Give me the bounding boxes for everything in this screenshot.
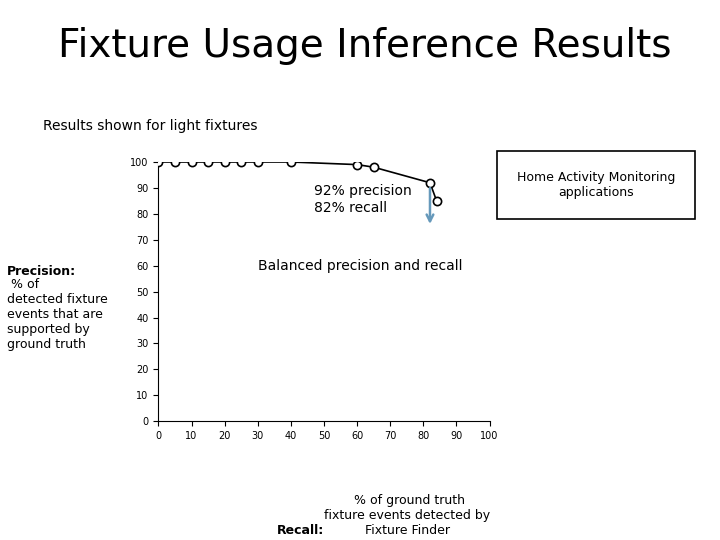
Point xyxy=(235,158,247,166)
Point xyxy=(351,160,363,169)
Point xyxy=(285,158,297,166)
Text: Balanced precision and recall: Balanced precision and recall xyxy=(258,259,462,273)
Point xyxy=(153,158,164,166)
Text: Precision:: Precision: xyxy=(7,265,76,278)
Text: Home Activity Monitoring
applications: Home Activity Monitoring applications xyxy=(517,171,675,199)
Point xyxy=(186,158,197,166)
Text: % of ground truth
fixture events detected by
Fixture Finder: % of ground truth fixture events detecte… xyxy=(324,494,490,537)
Text: Recall:: Recall: xyxy=(276,524,324,537)
Point xyxy=(219,158,230,166)
Point xyxy=(424,178,436,187)
Point xyxy=(252,158,264,166)
Text: Results shown for light fixtures: Results shown for light fixtures xyxy=(43,119,258,133)
Point xyxy=(368,163,379,172)
Text: Fixture Usage Inference Results: Fixture Usage Inference Results xyxy=(58,27,671,65)
Text: 92% precision
82% recall: 92% precision 82% recall xyxy=(314,185,412,215)
Point xyxy=(202,158,214,166)
Point xyxy=(431,197,442,205)
Point xyxy=(169,158,181,166)
Text: % of
detected fixture
events that are
supported by
ground truth: % of detected fixture events that are su… xyxy=(7,278,108,351)
